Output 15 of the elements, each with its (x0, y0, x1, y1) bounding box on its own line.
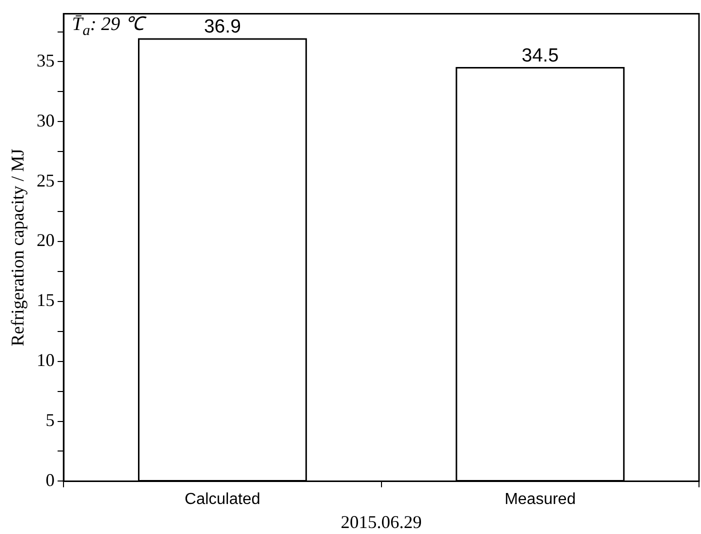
annotation: T̄$_{a}$: 29 ℃ (72, 13, 144, 40)
x-tick-label: Calculated (184, 491, 260, 508)
y-tick-label: 10 (36, 350, 55, 370)
y-tick-label: 30 (36, 110, 55, 130)
data-label: 36.9 (204, 16, 241, 38)
y-tick-label: 5 (46, 410, 55, 430)
x-tick-label: Measured (504, 491, 576, 508)
data-label: 34.5 (522, 45, 559, 66)
y-tick-label: 0 (46, 470, 55, 490)
y-tick-label: 15 (36, 290, 55, 310)
y-tick-label: 25 (36, 170, 55, 190)
y-axis-title: Refrigeration capacity / MJ (8, 148, 28, 346)
x-axis-title: 2015.06.29 (340, 512, 422, 532)
y-tick-label: 20 (36, 230, 55, 250)
y-tick-label: 35 (36, 50, 55, 70)
